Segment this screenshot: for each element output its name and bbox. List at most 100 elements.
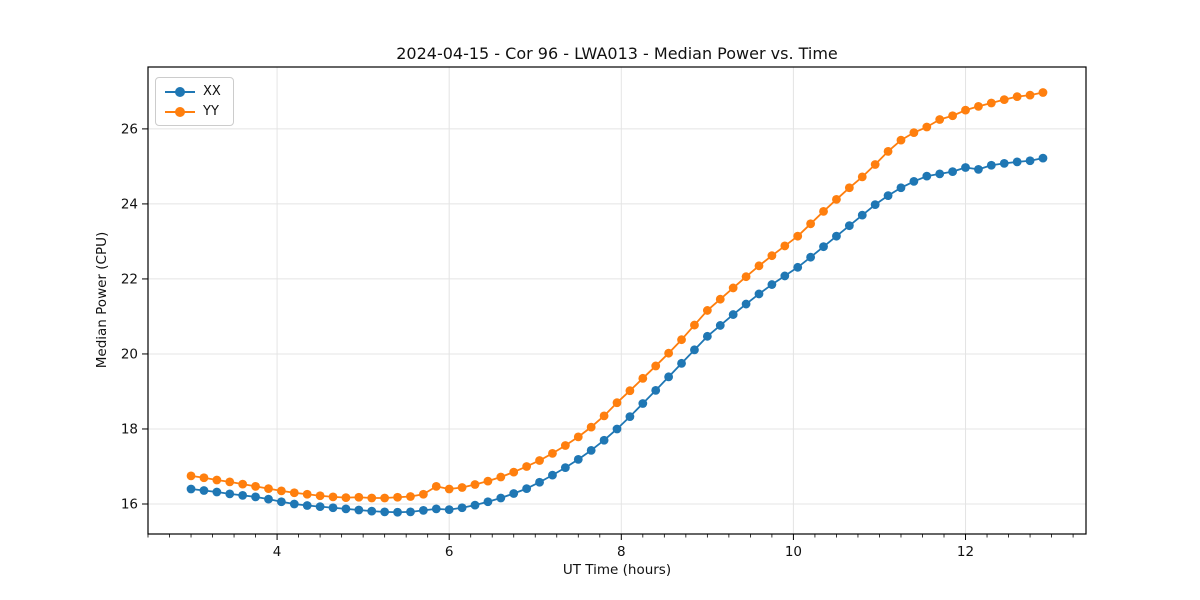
series-yy-marker	[948, 111, 958, 121]
series-xx-marker	[406, 507, 415, 517]
series-yy-marker	[315, 491, 325, 501]
y-tick-label: 16	[121, 496, 138, 512]
series-xx-marker	[999, 159, 1009, 168]
series-yy-marker	[638, 373, 648, 383]
x-axis-label: UT Time (hours)	[562, 562, 672, 578]
x-tick-label: 6	[445, 544, 454, 560]
series-xx-marker	[276, 497, 286, 507]
series-yy-marker	[999, 95, 1009, 105]
series-yy-marker	[483, 476, 493, 486]
series-xx-marker	[380, 507, 390, 517]
series-yy-marker	[212, 475, 222, 485]
series-yy-marker	[1038, 88, 1048, 97]
series-yy-marker	[599, 411, 609, 421]
y-axis-label: Median Power (CPU)	[94, 231, 110, 369]
series-yy-marker	[806, 219, 816, 229]
series-xx-marker	[199, 486, 209, 495]
chart-title: 2024-04-15 - Cor 96 - LWA013 - Median Po…	[396, 44, 838, 63]
series-xx-marker	[457, 503, 467, 513]
y-tick-label: 26	[121, 121, 138, 137]
series-yy-marker	[690, 320, 699, 330]
series-xx-marker	[367, 506, 377, 516]
series-xx-marker	[935, 169, 945, 179]
series-yy-marker	[612, 398, 622, 408]
series-xx-marker	[677, 358, 686, 368]
series-xx-marker	[418, 505, 428, 515]
series-yy-marker	[870, 160, 880, 169]
series-yy-marker	[819, 207, 828, 216]
series-yy-marker	[767, 251, 777, 261]
series-yy-marker	[896, 135, 906, 145]
series-yy-marker	[199, 473, 209, 483]
series-xx-marker	[741, 299, 751, 309]
series-xx-marker	[573, 454, 583, 464]
legend-entry-yy: YY	[165, 105, 221, 118]
series-xx-marker	[599, 435, 609, 445]
series-yy-marker	[702, 306, 712, 315]
series-yy-marker	[496, 472, 506, 482]
series-xx-marker	[315, 502, 325, 512]
series-yy-marker	[367, 493, 377, 503]
series-yy-marker	[431, 481, 441, 491]
series-xx-marker	[289, 499, 299, 509]
series-xx-marker	[625, 412, 635, 421]
series-xx-marker	[548, 470, 557, 480]
series-yy-marker	[922, 122, 932, 132]
series-yy-marker	[509, 467, 519, 477]
series-yy-marker	[522, 462, 532, 471]
series-yy-marker	[961, 105, 970, 115]
series-xx-marker	[251, 492, 260, 502]
series-xx-marker	[651, 385, 661, 395]
series-xx-marker	[986, 160, 996, 170]
series-yy-line	[190, 91, 1044, 499]
legend-label-xx: XX	[203, 84, 221, 99]
series-xx-marker	[728, 310, 738, 319]
series-yy-marker	[909, 128, 919, 138]
series-xx-marker	[664, 372, 674, 382]
series-yy-marker	[793, 231, 803, 241]
series-xx-marker	[702, 331, 712, 341]
y-tick-label: 24	[121, 196, 138, 212]
series-yy-marker	[328, 492, 338, 502]
x-tick-label: 4	[273, 544, 282, 560]
legend: XX YY	[155, 77, 234, 126]
series-yy-marker	[457, 483, 467, 492]
series-yy-marker	[289, 488, 299, 498]
series-yy-marker	[251, 481, 260, 491]
series-xx-marker	[754, 289, 764, 299]
series-yy-marker	[560, 441, 570, 450]
series-yy-marker	[341, 493, 351, 503]
series-xx-marker	[1012, 157, 1022, 167]
series-yy-marker	[380, 493, 390, 503]
legend-marker-yy	[165, 106, 195, 117]
x-tick-label: 10	[785, 544, 802, 560]
series-yy-marker	[651, 361, 661, 371]
series-xx-marker	[535, 477, 544, 487]
series-xx-marker	[883, 191, 893, 201]
series-xx-marker	[819, 242, 828, 252]
series-yy-marker	[935, 115, 945, 124]
series-xx-marker	[212, 487, 222, 497]
series-yy-marker	[974, 101, 983, 111]
y-tick-label: 20	[121, 346, 138, 362]
series-xx-marker	[974, 165, 983, 174]
series-xx-marker	[612, 424, 622, 434]
series-yy-marker	[754, 261, 764, 271]
series-yy-marker	[418, 489, 428, 499]
series-xx-marker	[393, 507, 402, 517]
series-xx-marker	[806, 252, 816, 262]
series-xx-marker	[767, 280, 777, 289]
series-yy-marker	[780, 241, 790, 251]
series-xx-marker	[793, 262, 803, 272]
series-xx-marker	[844, 221, 854, 231]
series-xx-marker	[715, 321, 725, 330]
x-tick-label: 12	[957, 544, 974, 560]
legend-entry-xx: XX	[165, 85, 221, 98]
series-yy-marker	[1012, 92, 1022, 102]
series-xx-marker	[225, 489, 235, 499]
x-tick-label: 8	[617, 544, 626, 560]
series-yy-marker	[844, 183, 854, 193]
series-yy-marker	[625, 386, 635, 396]
series-xx-marker	[832, 231, 841, 241]
